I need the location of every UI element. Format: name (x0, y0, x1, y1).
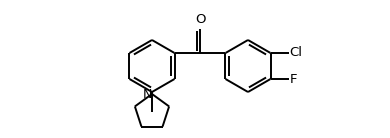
Text: F: F (289, 72, 297, 86)
Text: N: N (142, 88, 152, 102)
Text: O: O (195, 13, 205, 26)
Text: Cl: Cl (289, 47, 303, 59)
